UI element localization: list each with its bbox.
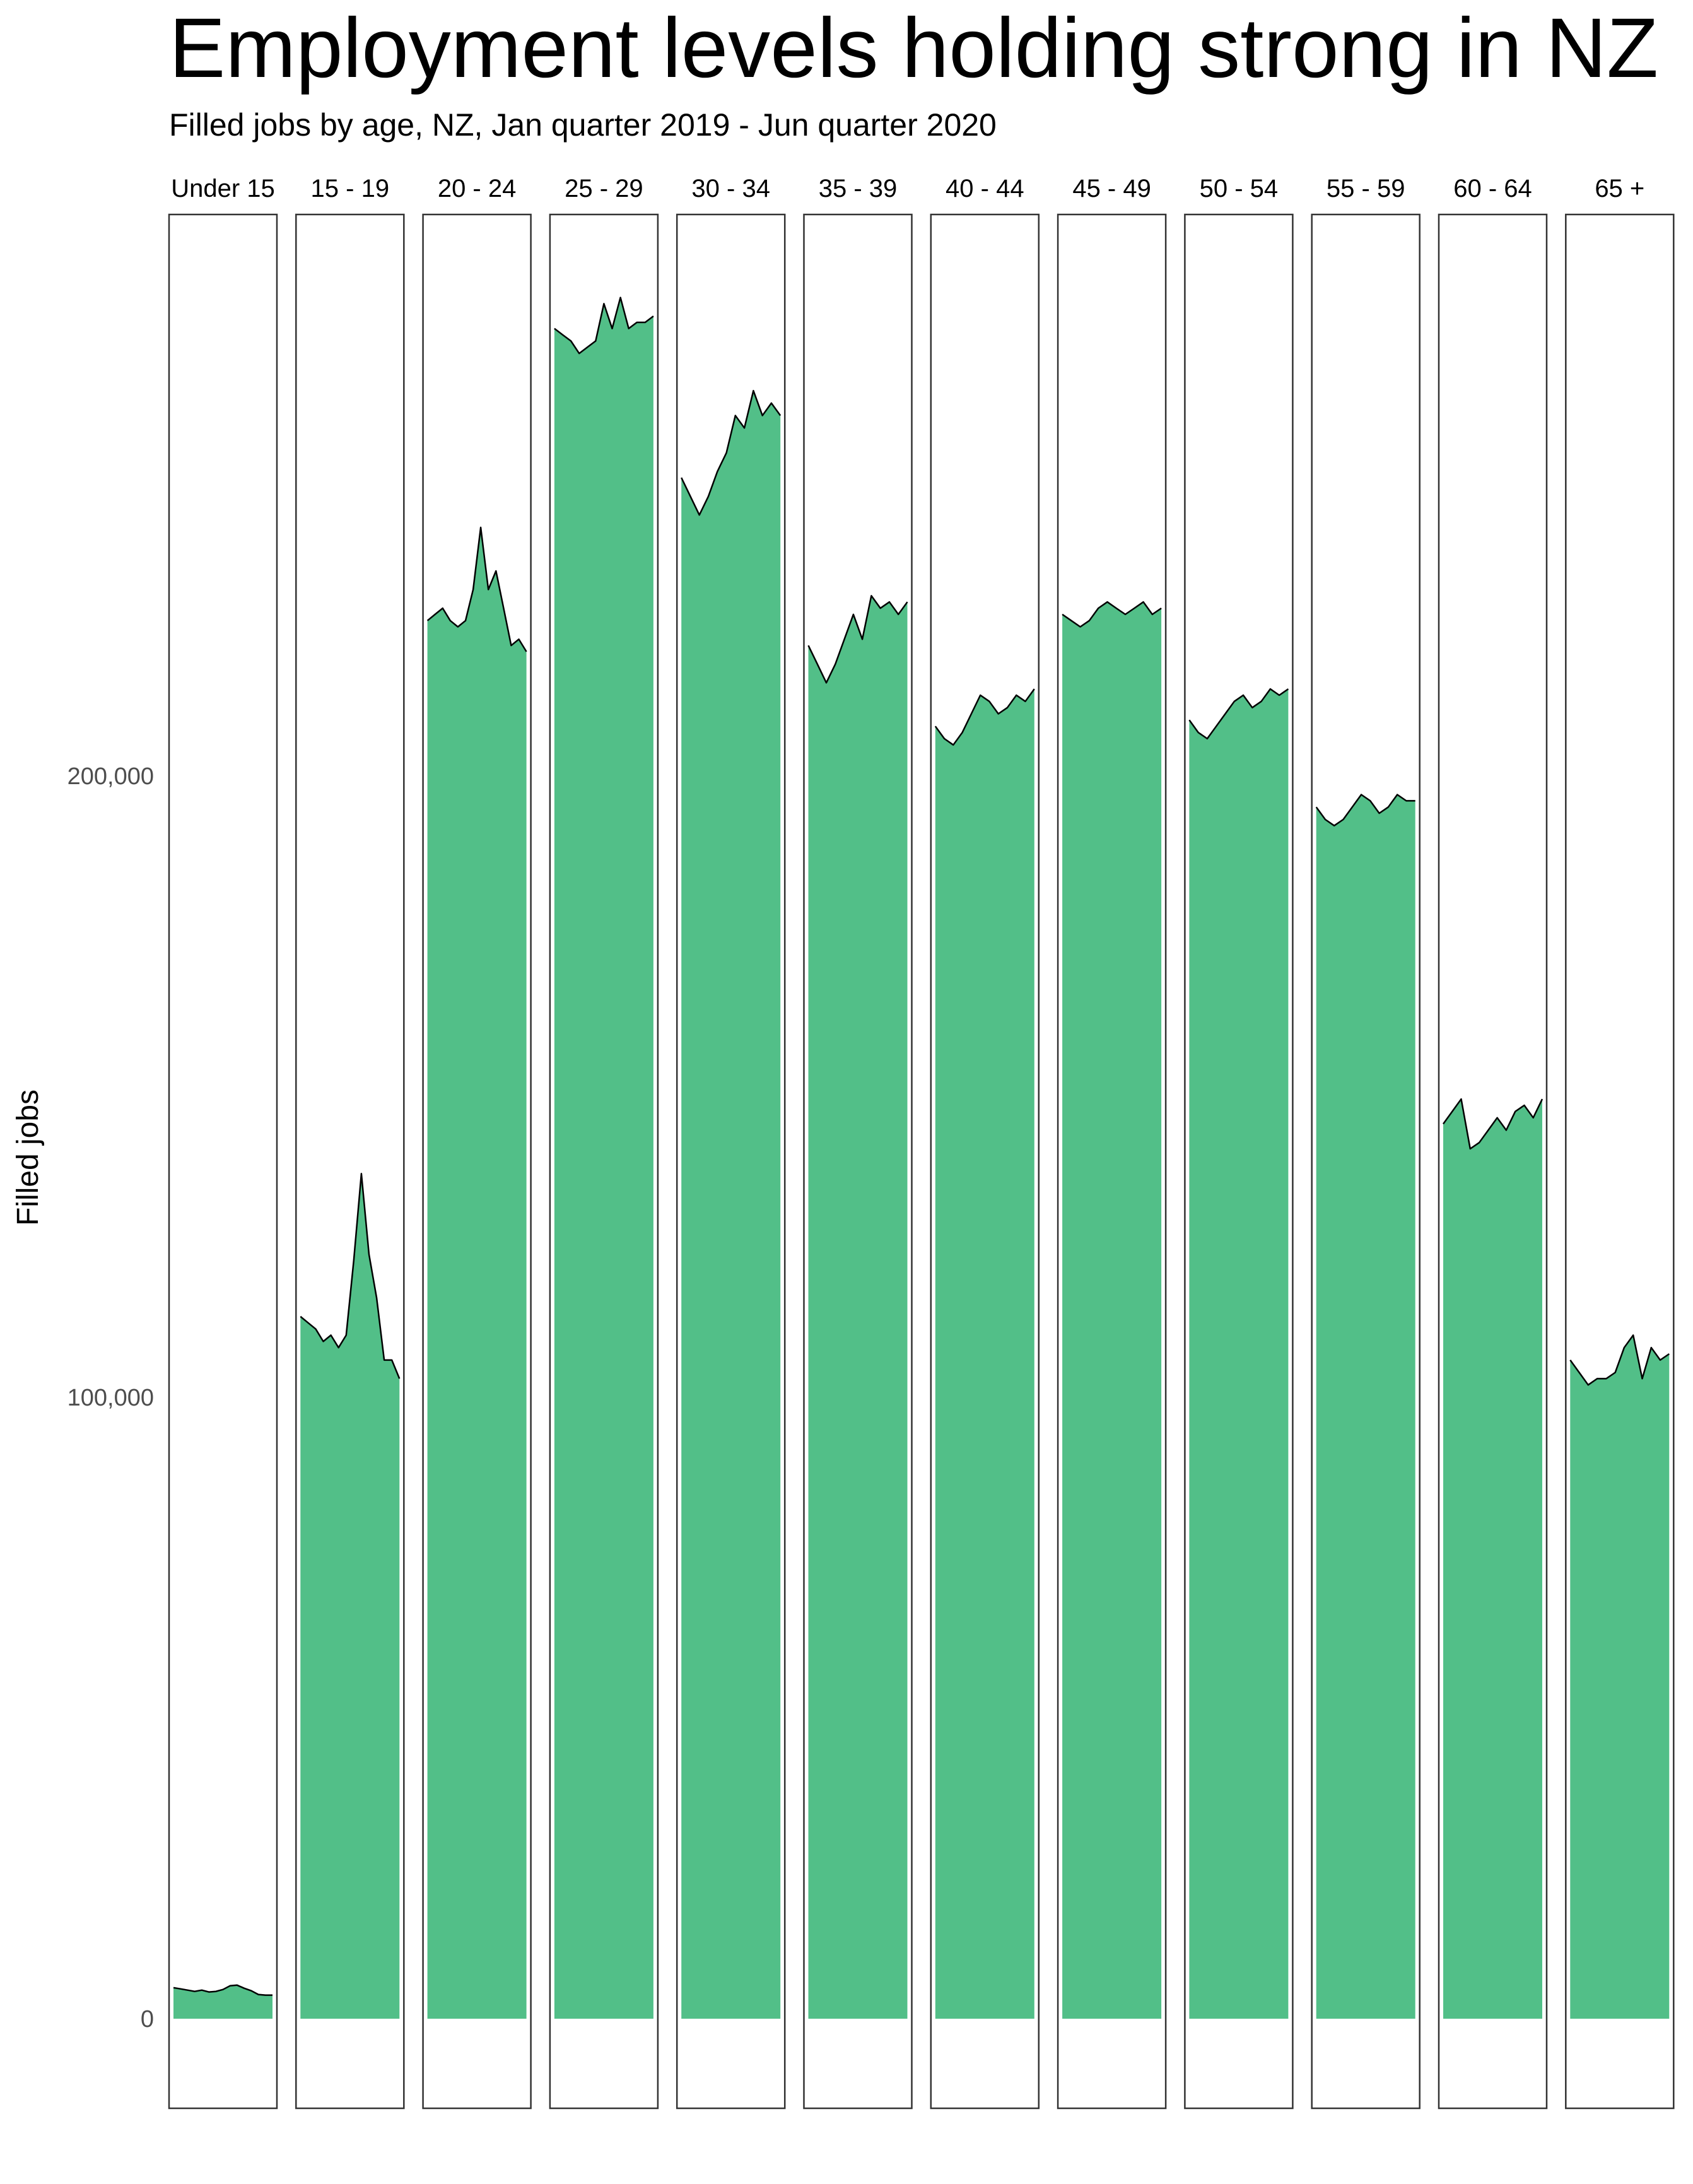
- series-line: [173, 1984, 272, 1996]
- series-line: [934, 688, 1035, 746]
- series-area: [427, 527, 527, 2019]
- series-line: [807, 595, 908, 684]
- series-line: [300, 1173, 401, 1379]
- series-area: [1570, 1335, 1670, 2019]
- facet-panel: 30 - 34: [676, 175, 786, 2110]
- panel-border: [1565, 213, 1675, 2110]
- series-area: [681, 390, 781, 2019]
- series-area: [300, 1173, 400, 2019]
- series-area: [808, 596, 908, 2019]
- facet-panel: 60 - 64: [1438, 175, 1548, 2110]
- series-line: [1062, 601, 1162, 628]
- panel-border: [676, 213, 786, 2110]
- facet-panel: 40 - 44: [930, 175, 1040, 2110]
- facet-label: 40 - 44: [946, 175, 1024, 203]
- panel-border: [930, 213, 1040, 2110]
- y-axis-label: Filled jobs: [11, 1089, 45, 1226]
- facet-panel: 15 - 19: [295, 175, 405, 2110]
- panel-border: [1311, 213, 1421, 2110]
- panel-border: [422, 213, 532, 2110]
- series-area: [1443, 1099, 1542, 2019]
- y-axis-ticks: 0 100,000 200,000: [67, 763, 154, 2033]
- facet-label: 65 +: [1595, 175, 1644, 203]
- facet-panel: 20 - 24: [422, 175, 532, 2110]
- series-line: [426, 526, 527, 652]
- facet-panel: Under 15: [168, 175, 278, 2110]
- facet-label: 25 - 29: [565, 175, 643, 203]
- series-line: [681, 390, 782, 516]
- panel-border: [549, 213, 659, 2110]
- series-line: [1315, 794, 1415, 827]
- facet-label: 20 - 24: [438, 175, 517, 203]
- series-area: [173, 1985, 272, 2019]
- facet-panels: Under 15 15 - 19 20 - 24 25 - 29 30 - 34 35 -…: [168, 175, 1675, 2110]
- facet-label: 30 - 34: [691, 175, 770, 203]
- facet-panel: 50 - 54: [1184, 175, 1294, 2110]
- series-line: [554, 296, 654, 355]
- chart-subtitle: Filled jobs by age, NZ, Jan quarter 2019…: [169, 107, 997, 143]
- facet-panel: 25 - 29: [549, 175, 659, 2110]
- facet-panel: 45 - 49: [1057, 175, 1167, 2110]
- facet-panel: 35 - 39: [803, 175, 913, 2110]
- series-area: [1189, 689, 1289, 2019]
- series-area: [935, 689, 1034, 2019]
- facet-label: 50 - 54: [1200, 175, 1279, 203]
- series-area: [1062, 602, 1162, 2019]
- facet-label: 35 - 39: [819, 175, 898, 203]
- facet-label: Under 15: [171, 175, 275, 203]
- y-tick-label: 200,000: [67, 763, 154, 790]
- series-area: [554, 297, 653, 2019]
- facet-label: 55 - 59: [1327, 175, 1405, 203]
- facet-label: 45 - 49: [1072, 175, 1151, 203]
- y-tick-label: 100,000: [67, 1385, 154, 1411]
- facet-panel: 55 - 59: [1311, 175, 1421, 2110]
- facet-label: 60 - 64: [1453, 175, 1532, 203]
- panel-border: [1438, 213, 1548, 2110]
- series-line: [1569, 1334, 1670, 1386]
- panel-border: [295, 213, 405, 2110]
- facet-panel: 65 +: [1565, 175, 1675, 2110]
- panel-border: [803, 213, 913, 2110]
- series-line: [1442, 1098, 1544, 1150]
- series-area: [1316, 794, 1415, 2019]
- panel-border: [168, 213, 278, 2110]
- panel-border: [1184, 213, 1294, 2110]
- series-line: [1188, 688, 1289, 740]
- y-tick-label: 0: [141, 2006, 154, 2033]
- chart-title: Employment levels holding strong in NZ: [169, 1, 1658, 95]
- facet-label: 15 - 19: [311, 175, 390, 203]
- panel-border: [1057, 213, 1167, 2110]
